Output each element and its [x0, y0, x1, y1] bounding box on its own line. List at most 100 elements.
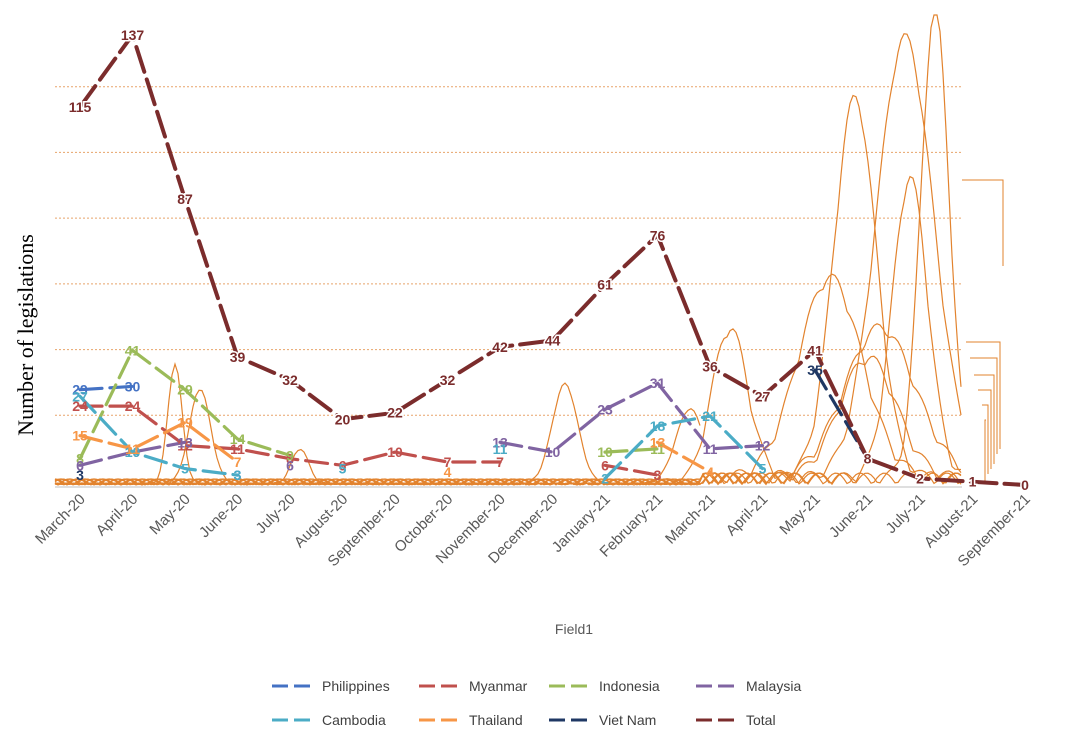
overlay-trace: [54, 328, 962, 486]
data-label: 3: [654, 467, 662, 483]
data-label: 6: [339, 457, 347, 473]
series-line-total: [78, 30, 1027, 487]
data-label: 32: [282, 372, 298, 388]
data-label: 22: [387, 405, 403, 421]
data-label: 3: [234, 467, 242, 483]
data-label: 2: [916, 470, 924, 486]
x-tick-label: June-21: [826, 491, 876, 541]
series-line-indonesia: [78, 347, 660, 461]
data-label: 44: [545, 332, 561, 348]
data-label: 5: [181, 461, 189, 477]
data-label: 115: [69, 99, 92, 115]
data-label: 14: [230, 431, 246, 447]
legend-label: Total: [746, 712, 776, 728]
data-label: 4: [444, 464, 452, 480]
data-label: 9: [286, 447, 294, 463]
data-label: 29: [177, 382, 193, 398]
data-label: 13: [650, 434, 666, 450]
data-label: 31: [650, 375, 666, 391]
overlay-trace: [54, 407, 701, 486]
overlay-step-trace: [984, 419, 986, 482]
overlay-step-trace: [962, 179, 1004, 266]
x-tick-label: April-21: [723, 491, 772, 540]
data-label: 10: [125, 444, 141, 460]
data-label: 12: [177, 438, 193, 454]
x-tick-label: July-20: [253, 491, 299, 537]
data-label: 20: [335, 411, 351, 427]
series-line-thailand: [78, 420, 712, 474]
x-tick-label: July-21: [883, 491, 929, 537]
data-label: 10: [545, 444, 561, 460]
data-label: 13: [492, 434, 508, 450]
data-label: 6: [601, 457, 609, 473]
series-lines: [78, 30, 1027, 487]
y-axis-label: Number of legislations: [13, 234, 38, 436]
data-label: 7: [234, 454, 242, 470]
data-label: 8: [864, 451, 872, 467]
data-label: 42: [492, 339, 508, 355]
data-label: 13: [177, 434, 193, 450]
data-label: 4: [706, 464, 714, 480]
data-label: 11: [230, 441, 245, 457]
data-label: 18: [650, 418, 666, 434]
overlay-step-trace: [978, 389, 992, 469]
data-label: 6: [76, 457, 84, 473]
data-label: 24: [125, 398, 141, 414]
series-line-viet-nam: [813, 368, 870, 461]
data-label: 76: [650, 227, 666, 243]
data-label: 10: [387, 444, 403, 460]
data-label: 27: [72, 388, 88, 404]
data-label: 3: [234, 467, 242, 483]
x-tick-label: March-21: [662, 491, 719, 548]
data-label: 30: [125, 378, 141, 394]
data-label: 2: [601, 470, 609, 486]
data-label: 0: [1021, 477, 1029, 493]
overlay-step-trace: [974, 374, 995, 464]
legend-label: Philippines: [322, 678, 390, 694]
data-label: 27: [755, 388, 771, 404]
gridlines: [55, 86, 962, 416]
data-label: 21: [702, 408, 718, 424]
data-label: 61: [597, 277, 613, 293]
data-label: 6: [286, 457, 294, 473]
data-label: 11: [650, 441, 665, 457]
data-label: 3: [76, 467, 84, 483]
data-label: 7: [496, 454, 504, 470]
x-axis-ticks: March-20 April-20 May-20 June-20 July-20Augu…: [32, 491, 1034, 570]
x-tick-label: May-20: [146, 491, 193, 538]
data-label: 10: [125, 444, 141, 460]
data-label: 8: [76, 451, 84, 467]
series-line-myanmar: [78, 404, 660, 477]
legend-label: Indonesia: [599, 678, 660, 694]
data-label: 32: [440, 372, 456, 388]
overlay-step-trace: [982, 404, 989, 474]
overlay-trace: [54, 355, 962, 486]
data-label: 35: [807, 362, 823, 378]
data-label: 29: [72, 382, 88, 398]
legend: Philippines Myanmar Indonesia Malaysia Cambo…: [272, 678, 801, 728]
data-label: 5: [759, 461, 767, 477]
data-label: 12: [755, 438, 771, 454]
data-label: 8: [864, 451, 872, 467]
legend-label: Thailand: [469, 712, 523, 728]
legend-label: Cambodia: [322, 712, 386, 728]
x-axis-label: Field1: [555, 621, 593, 637]
data-label: 137: [121, 27, 145, 43]
data-label: 1: [969, 474, 977, 490]
data-label: 41: [125, 342, 141, 358]
data-label: 7: [444, 454, 452, 470]
data-label: 15: [72, 428, 88, 444]
data-label: 41: [807, 342, 823, 358]
overlay-step-trace: [966, 341, 1001, 449]
legend-label: Myanmar: [469, 678, 528, 694]
series-line-malaysia: [78, 381, 765, 467]
series-line-cambodia: [78, 394, 765, 480]
data-label: 39: [230, 349, 246, 365]
data-label: 23: [597, 401, 613, 417]
data-label: 11: [493, 441, 508, 457]
legend-label: Viet Nam: [599, 712, 656, 728]
data-label: 10: [597, 444, 613, 460]
overlay-step-trace: [970, 357, 998, 454]
